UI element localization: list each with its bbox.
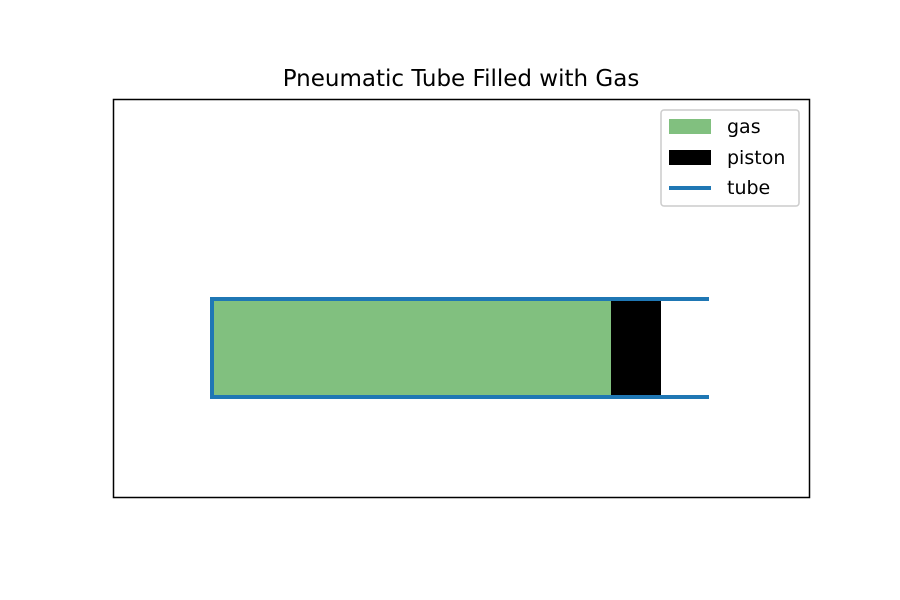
legend: gas piston tube bbox=[660, 109, 800, 207]
legend-piston-label: piston bbox=[727, 147, 785, 169]
legend-gas-swatch bbox=[669, 119, 711, 134]
gas-region bbox=[212, 299, 611, 397]
legend-tube-label: tube bbox=[727, 177, 770, 199]
diagram-title: Pneumatic Tube Filled with Gas bbox=[283, 66, 640, 92]
legend-gas-label: gas bbox=[727, 116, 761, 138]
tube-wall bbox=[210, 297, 709, 399]
legend-piston-swatch bbox=[669, 150, 711, 165]
piston bbox=[611, 299, 661, 397]
